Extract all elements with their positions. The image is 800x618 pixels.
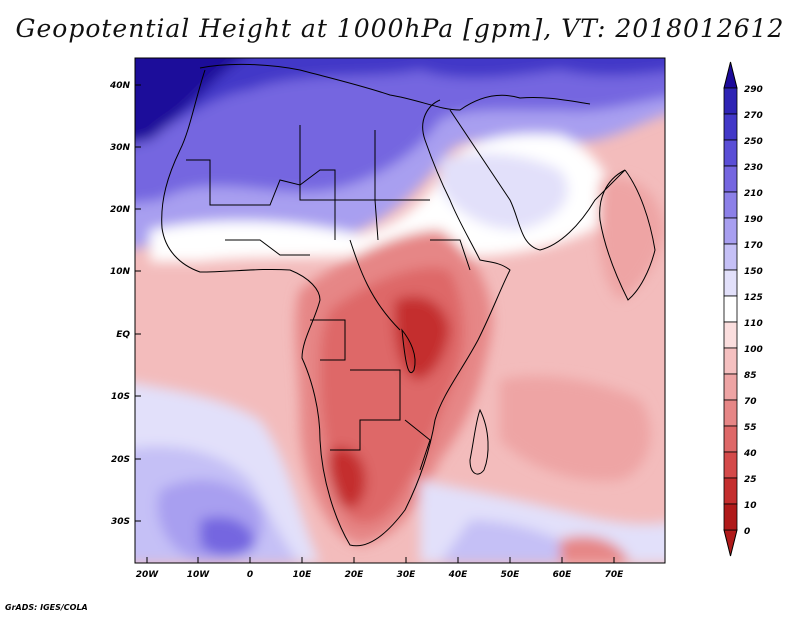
colorbar-swatch: [723, 87, 738, 115]
lon-label: 20W: [136, 570, 160, 580]
colorbar-label: 230: [744, 163, 763, 173]
colorbar-swatch: [723, 321, 738, 349]
colorbar-swatch: [723, 347, 738, 375]
lat-label: 30S: [111, 517, 130, 527]
colorbar-label: 290: [744, 85, 763, 95]
colorbar-swatch: [723, 191, 738, 219]
colorbar-swatch: [723, 451, 738, 479]
lat-label: 10S: [111, 392, 130, 402]
colorbar-label: 0: [744, 527, 750, 537]
colorbar-label: 40: [743, 449, 757, 459]
colorbar-swatch: [723, 165, 738, 193]
height-field: [135, 58, 665, 563]
lon-label: 10W: [187, 570, 211, 580]
colorbar-label: 125: [744, 293, 763, 303]
lat-ticks: [135, 84, 141, 522]
lon-label: 10E: [293, 570, 313, 580]
map-title: Geopotential Height at 1000hPa [gpm], VT…: [15, 14, 785, 43]
lon-label: 60E: [553, 570, 573, 580]
lon-ticks: [146, 557, 615, 563]
lat-label: EQ: [116, 330, 130, 340]
lon-label: 40E: [448, 570, 469, 580]
colorbar-swatch: [723, 477, 738, 505]
colorbar-swatch: [723, 425, 738, 453]
colorbar-swatch: [723, 503, 738, 531]
colorbar-label: 70: [744, 397, 757, 407]
lat-label: 20N: [110, 205, 131, 215]
colorbar-bottom-arrow: [723, 529, 738, 557]
lon-label: 30E: [397, 570, 417, 580]
lon-label: 20E: [345, 570, 365, 580]
colorbar-top-arrow: [723, 61, 738, 89]
lat-label: 30N: [110, 143, 131, 153]
colorbar-swatch: [723, 269, 738, 297]
colorbar-swatch: [723, 295, 738, 323]
colorbar-label: 170: [744, 241, 763, 251]
colorbar-swatch: [723, 217, 738, 245]
colorbar-label: 110: [744, 319, 763, 329]
lat-label: 20S: [111, 455, 130, 465]
colorbar-swatch: [723, 113, 738, 141]
colorbar-label: 150: [744, 267, 763, 277]
colorbar-swatch: [723, 139, 738, 167]
colorbar-label: 190: [744, 215, 763, 225]
lon-label: 50E: [501, 570, 521, 580]
lat-label: 40N: [109, 81, 131, 91]
colorbar-label: 100: [744, 345, 763, 355]
lon-label: 0: [247, 570, 253, 580]
colorbar-label: 55: [744, 423, 757, 433]
colorbar-label: 250: [744, 137, 763, 147]
colorbar-label: 85: [744, 371, 757, 381]
map-frame: [134, 57, 666, 564]
colorbar-label: 270: [744, 111, 763, 121]
colorbar: 2902702502302101901701501251101008570554…: [723, 61, 763, 557]
lat-label: 10N: [110, 267, 131, 277]
colorbar-label: 210: [744, 189, 763, 199]
colorbar-swatch: [723, 399, 738, 427]
lon-label: 70E: [605, 570, 625, 580]
lon-labels: 20W 10W 0 10E 20E 30E 40E 50E 60E 70E: [136, 570, 624, 580]
lat-labels: 40N 30N 20N 10N EQ 10S 20S 30S: [109, 81, 131, 527]
credit-label: GrADS: IGES/COLA: [5, 603, 88, 612]
colorbar-label: 10: [744, 501, 757, 511]
coastlines: [161, 63, 656, 547]
colorbar-label: 25: [744, 475, 757, 485]
colorbar-swatch: [723, 243, 738, 271]
colorbar-swatch: [723, 373, 738, 401]
